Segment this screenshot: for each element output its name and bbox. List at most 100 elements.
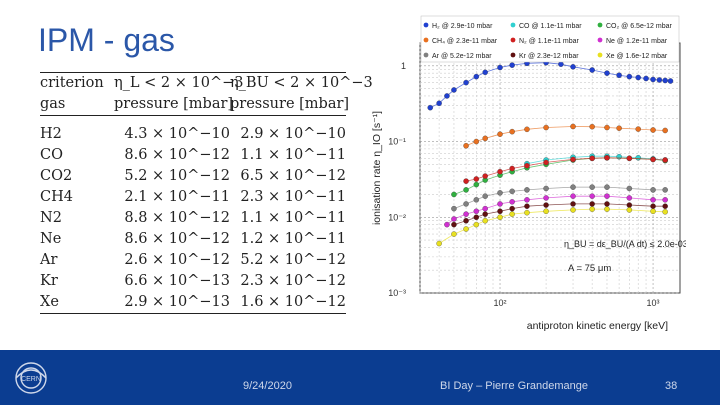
- pressure-cell: 5.2 × 10^−12: [240, 252, 346, 268]
- table-row: Ar 2.6 × 10^−12 5.2 × 10^−12: [40, 250, 346, 271]
- pressure-cell: 2.6 × 10^−12: [124, 252, 230, 268]
- data-point: [662, 157, 668, 163]
- legend-label: N₂ @ 1.1e-11 mbar: [519, 38, 580, 45]
- data-point: [482, 193, 488, 199]
- pressure-cell: 8.8 × 10^−12: [124, 210, 230, 226]
- ionisation-rate-chart: 1 10⁻¹ 10⁻² 10⁻³ 10² 10³ antiproton kinetic en…: [371, 15, 686, 332]
- data-point: [570, 123, 576, 130]
- legend-marker: [597, 37, 603, 43]
- legend-label: Ne @ 1.2e-11 mbar: [606, 38, 668, 45]
- data-point: [650, 197, 656, 203]
- table-mid-rule: [40, 115, 346, 116]
- svg-text:CERN: CERN: [21, 376, 41, 383]
- data-point: [473, 73, 480, 80]
- legend-label: Xe @ 1.6e-12 mbar: [606, 53, 668, 60]
- gas-cell: Ne: [40, 231, 62, 247]
- data-point: [482, 205, 488, 212]
- data-point: [589, 155, 595, 162]
- gas-cell: N2: [40, 210, 62, 226]
- data-point: [589, 193, 595, 199]
- data-point: [558, 61, 564, 67]
- pressure-table: criterion η_L < 2 × 10^−3 η_BU < 2 × 10^…: [40, 72, 373, 314]
- data-point: [497, 64, 503, 71]
- slide-title: IPM - gas: [38, 22, 175, 58]
- data-point: [497, 208, 503, 215]
- pressure-cell: 6.5 × 10^−12: [240, 168, 346, 184]
- pressure-cell: 2.9 × 10^−10: [240, 126, 346, 142]
- legend-box: [420, 15, 680, 63]
- data-point: [482, 211, 488, 217]
- data-point: [497, 168, 503, 175]
- data-point: [473, 197, 480, 203]
- legend-label: H₂ @ 2.9e-10 mbar: [432, 23, 493, 30]
- data-point: [667, 78, 674, 84]
- data-point: [626, 202, 633, 208]
- header-cell: pressure [mbar]: [114, 96, 234, 112]
- data-point: [604, 184, 610, 190]
- table-bottom-rule: [40, 313, 346, 314]
- data-point: [509, 199, 515, 205]
- data-point: [473, 214, 480, 221]
- legend-label: Kr @ 2.3e-12 mbar: [519, 53, 579, 60]
- pressure-cell: 1.1 × 10^−11: [240, 210, 346, 226]
- pressure-cell: 6.6 × 10^−13: [124, 273, 230, 289]
- table-header-gas: gas pressure [mbar] pressure [mbar]: [40, 94, 350, 115]
- data-point: [643, 75, 649, 82]
- data-point: [482, 173, 488, 179]
- gas-cell: H2: [40, 126, 62, 142]
- data-point: [463, 178, 469, 184]
- data-point: [509, 188, 515, 195]
- data-point: [444, 93, 450, 99]
- y-axis-label: ionisation rate η_IO [s⁻¹]: [371, 111, 383, 225]
- data-point: [604, 206, 610, 212]
- legend-label: CH₄ @ 2.3e-11 mbar: [432, 38, 498, 45]
- plot-frame: [419, 42, 681, 294]
- slide-footer: [0, 350, 720, 405]
- data-point: [662, 187, 668, 193]
- table-top-rule: [40, 72, 346, 73]
- data-point: [570, 156, 576, 163]
- legend-marker: [510, 22, 516, 28]
- x-tick-label: 10²: [494, 298, 507, 308]
- legend-marker: [423, 52, 429, 58]
- annotation-formula: η_BU = dε_BU/(A dt) ≤ 2.0e-03: [564, 239, 686, 249]
- legend-label: CO₂ @ 6.5e-12 mbar: [606, 23, 673, 30]
- data-point: [482, 69, 488, 76]
- data-point: [497, 201, 503, 207]
- data-point: [509, 205, 515, 212]
- data-point: [543, 195, 549, 201]
- header-cell: gas: [40, 96, 66, 112]
- data-point: [570, 193, 576, 199]
- annotation-aperture: A = 75 μm: [568, 263, 611, 274]
- legend-marker: [423, 37, 429, 43]
- table-row: Kr 6.6 × 10^−13 2.3 × 10^−12: [40, 271, 346, 292]
- legend-marker: [510, 52, 516, 58]
- data-point: [589, 67, 595, 73]
- data-point: [662, 77, 668, 84]
- data-point: [451, 205, 457, 212]
- data-point: [616, 125, 622, 131]
- data-point: [543, 185, 549, 192]
- legend-marker: [510, 37, 516, 43]
- data-point: [482, 217, 488, 224]
- header-cell: pressure [mbar]: [230, 96, 350, 112]
- data-point: [589, 206, 595, 212]
- data-point: [616, 72, 622, 79]
- table-header-criterion: criterion η_L < 2 × 10^−3 η_BU < 2 × 10^…: [40, 73, 373, 94]
- data-point: [626, 155, 633, 162]
- data-point: [604, 70, 610, 76]
- data-point: [570, 184, 576, 190]
- data-point: [436, 240, 442, 247]
- data-point: [543, 159, 549, 166]
- data-point: [635, 126, 641, 132]
- data-point: [626, 195, 633, 201]
- data-point: [626, 73, 633, 80]
- table-row: Ne 8.6 × 10^−12 1.2 × 10^−11: [40, 229, 346, 250]
- data-point: [509, 211, 515, 217]
- data-point: [616, 153, 622, 160]
- pressure-cell: 2.1 × 10^−11: [124, 189, 230, 205]
- pressure-cell: 1.1 × 10^−11: [240, 147, 346, 163]
- data-point: [662, 127, 668, 134]
- data-point: [650, 127, 656, 133]
- table-body: H2 4.3 × 10^−10 2.9 × 10^−10 CO 8.6 × 10^−12…: [40, 124, 346, 313]
